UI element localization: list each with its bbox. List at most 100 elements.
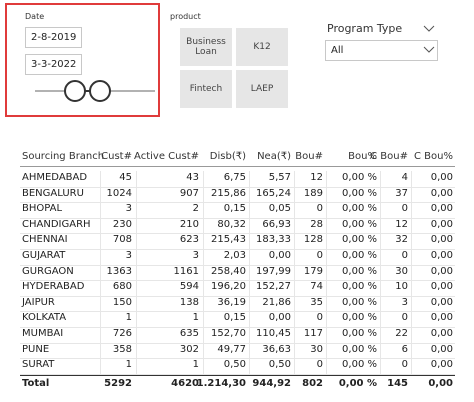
column-rule <box>203 171 204 374</box>
table-cell: 0,00 % <box>342 265 377 277</box>
column-header: C Bou# <box>370 151 408 162</box>
table-cell: 0 <box>316 203 323 215</box>
dropdown-icon <box>423 46 435 53</box>
table-cell: 0,00 <box>430 203 453 215</box>
column-rule <box>411 171 412 374</box>
table-cell: 4 <box>401 172 408 183</box>
row-rule <box>20 264 455 266</box>
product-tile[interactable]: Business Loan <box>180 28 232 66</box>
column-rule <box>380 171 381 374</box>
total-cell: 0,00 % <box>338 377 377 389</box>
table-cell: 1161 <box>173 265 199 277</box>
date-slider[interactable] <box>30 78 160 104</box>
table-cell: 1 <box>125 359 132 371</box>
table-cell: 30 <box>310 343 323 355</box>
program-dropdown[interactable]: All <box>325 40 438 61</box>
total-cell: 0,00 <box>428 377 453 389</box>
table-cell: 358 <box>112 343 132 355</box>
row-rule <box>20 202 455 204</box>
table-cell: 623 <box>179 234 199 246</box>
table-cell: 12 <box>310 172 323 183</box>
product-tile[interactable]: K12 <box>236 28 288 66</box>
column-header: C Bou% <box>414 151 453 162</box>
table-cell: 0,00 % <box>342 203 377 215</box>
table-cell: 165,24 <box>256 187 291 199</box>
end-date[interactable]: 3-3-2022 <box>25 54 82 75</box>
table-cell: CHENNAI <box>22 234 68 246</box>
table-cell: 138 <box>179 296 199 308</box>
column-rule <box>249 171 250 374</box>
table-cell: 215,86 <box>211 187 246 199</box>
table-cell: 30 <box>395 265 408 277</box>
table-cell: GURGAON <box>22 265 74 277</box>
row-rule <box>20 186 455 188</box>
table-cell: 74 <box>310 281 323 293</box>
table-cell: 183,33 <box>256 234 291 246</box>
table-cell: 0,00 <box>430 265 453 277</box>
table-cell: 0,00 % <box>342 312 377 324</box>
table-cell: 0,00 % <box>342 296 377 308</box>
table-cell: 0,15 <box>223 312 246 324</box>
table-cell: 726 <box>112 328 132 339</box>
table-cell: 0,00 % <box>342 172 377 183</box>
row-rule <box>20 233 455 235</box>
product-tile[interactable]: LAEP <box>236 70 288 108</box>
table-cell: 708 <box>112 234 132 246</box>
table-cell: 150 <box>112 296 132 308</box>
column-header: Sourcing Branch <box>22 151 105 162</box>
table-cell: CHANDIGARH <box>22 218 91 230</box>
table-cell: 0,00 <box>268 312 291 324</box>
table-cell: 45 <box>119 172 132 183</box>
table-cell: 0,00 <box>430 218 453 230</box>
table-cell: 215,43 <box>211 234 246 246</box>
table-cell: 28 <box>310 218 323 230</box>
table-cell: 0 <box>401 250 408 261</box>
start-date[interactable]: 2-8-2019 <box>25 27 82 48</box>
table-cell: 3 <box>125 250 132 261</box>
total-cell: 145 <box>387 377 408 389</box>
table-cell: GUJARAT <box>22 250 66 261</box>
row-rule <box>20 217 455 219</box>
table-cell: 0,00 % <box>342 250 377 261</box>
table-cell: 36,63 <box>262 343 291 355</box>
table-cell: 0 <box>401 203 408 215</box>
table-cell: 594 <box>179 281 199 293</box>
table-cell: 680 <box>112 281 132 293</box>
table-cell: 0,00 <box>430 250 453 261</box>
table-cell: 0,00 <box>430 172 453 183</box>
table-cell: 1 <box>192 359 199 371</box>
total-cell: 944,92 <box>252 377 291 389</box>
row-rule <box>20 342 455 344</box>
table-cell: 0,00 % <box>342 218 377 230</box>
table-cell: 635 <box>179 328 199 339</box>
table-cell: 3 <box>125 203 132 215</box>
table-cell: 230 <box>112 218 132 230</box>
table-cell: 1 <box>125 312 132 324</box>
table-cell: 0,00 % <box>342 328 377 339</box>
table-cell: 43 <box>186 172 199 183</box>
total-cell: 4620 <box>171 377 199 389</box>
table-cell: 36,19 <box>217 296 246 308</box>
table-cell: 66,93 <box>262 218 291 230</box>
table-cell: PUNE <box>22 343 50 355</box>
total-cell: 802 <box>302 377 323 389</box>
table-cell: 0,00 % <box>342 281 377 293</box>
total-rule <box>20 374 455 376</box>
table-cell: 22 <box>395 328 408 339</box>
column-header: Bou# <box>295 151 323 162</box>
table-cell: 0,00 % <box>342 343 377 355</box>
product-tile[interactable]: Fintech <box>180 70 232 108</box>
table-cell: 258,40 <box>211 265 246 277</box>
table-cell: 3 <box>401 296 408 308</box>
table-cell: 0 <box>401 359 408 371</box>
table-cell: 5,57 <box>268 172 291 183</box>
row-rule <box>20 358 455 360</box>
column-header: Nea(₹) <box>257 151 291 162</box>
table-cell: 49,77 <box>217 343 246 355</box>
date-slicer <box>5 3 160 117</box>
table-cell: BENGALURU <box>22 187 84 199</box>
collapse-icon[interactable] <box>422 24 436 34</box>
table-cell: 152,70 <box>211 328 246 339</box>
product-label: product <box>170 12 201 21</box>
